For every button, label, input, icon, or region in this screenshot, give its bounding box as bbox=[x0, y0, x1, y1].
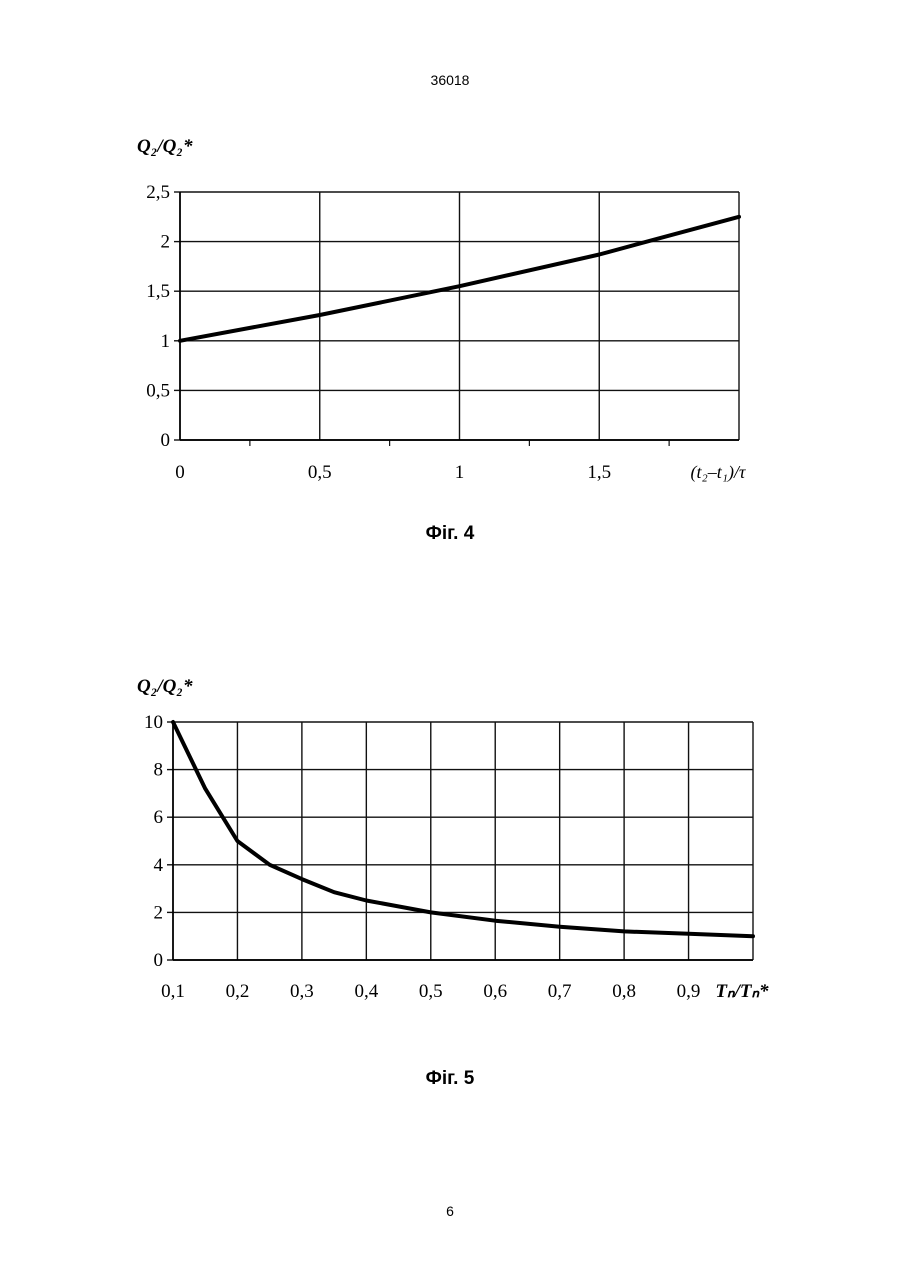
y-axis-label: Q₂/Q₂* bbox=[137, 676, 193, 697]
page-number: 6 bbox=[0, 1203, 900, 1219]
y-tick-label: 8 bbox=[154, 760, 164, 781]
figure-5-chart: 0 2 4 6 8 10 0,1 0,2 0,3 0,4 0,5 0,6 0,7 0,8 0,9 Q₂/Q₂*… bbox=[0, 0, 900, 1060]
y-tick-label: 10 bbox=[144, 712, 163, 733]
x-tick-label: 0,1 bbox=[161, 981, 185, 1002]
x-tick-label: 0,7 bbox=[548, 981, 572, 1002]
y-tick-label: 4 bbox=[154, 855, 164, 876]
data-line bbox=[173, 722, 753, 936]
x-tick-label: 0,3 bbox=[290, 981, 314, 1002]
x-tick-label: 0,2 bbox=[226, 981, 250, 1002]
y-tick-label: 0 bbox=[154, 950, 164, 971]
x-axis-label: Tₙ/Tₙ* bbox=[715, 981, 769, 1002]
x-tick-label: 0,8 bbox=[612, 981, 636, 1002]
figure-5-caption: Фіг. 5 bbox=[0, 1068, 900, 1090]
x-tick-label: 0,4 bbox=[354, 981, 378, 1002]
y-tick-label: 2 bbox=[154, 902, 164, 923]
y-tick-label: 6 bbox=[154, 807, 164, 828]
x-tick-label: 0,5 bbox=[419, 981, 443, 1002]
x-tick-label: 0,6 bbox=[483, 981, 507, 1002]
x-tick-label: 0,9 bbox=[677, 981, 701, 1002]
